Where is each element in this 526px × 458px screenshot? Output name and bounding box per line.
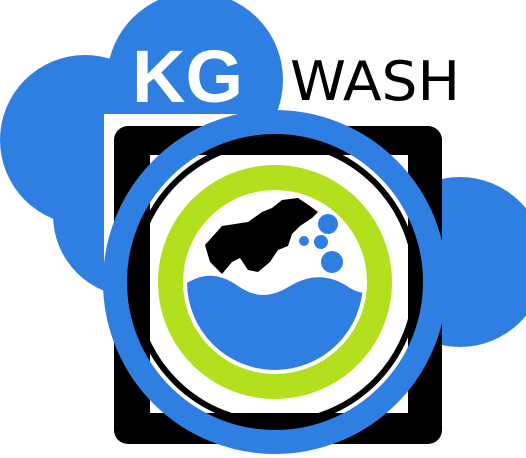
brand-kg-text: KG bbox=[132, 35, 243, 118]
brand-wash-text: WASH bbox=[290, 50, 460, 113]
bubble-icon bbox=[299, 214, 343, 273]
door-outer-ring bbox=[103, 110, 447, 454]
door-black-ring bbox=[131, 138, 419, 426]
shirt-icon bbox=[205, 198, 318, 274]
